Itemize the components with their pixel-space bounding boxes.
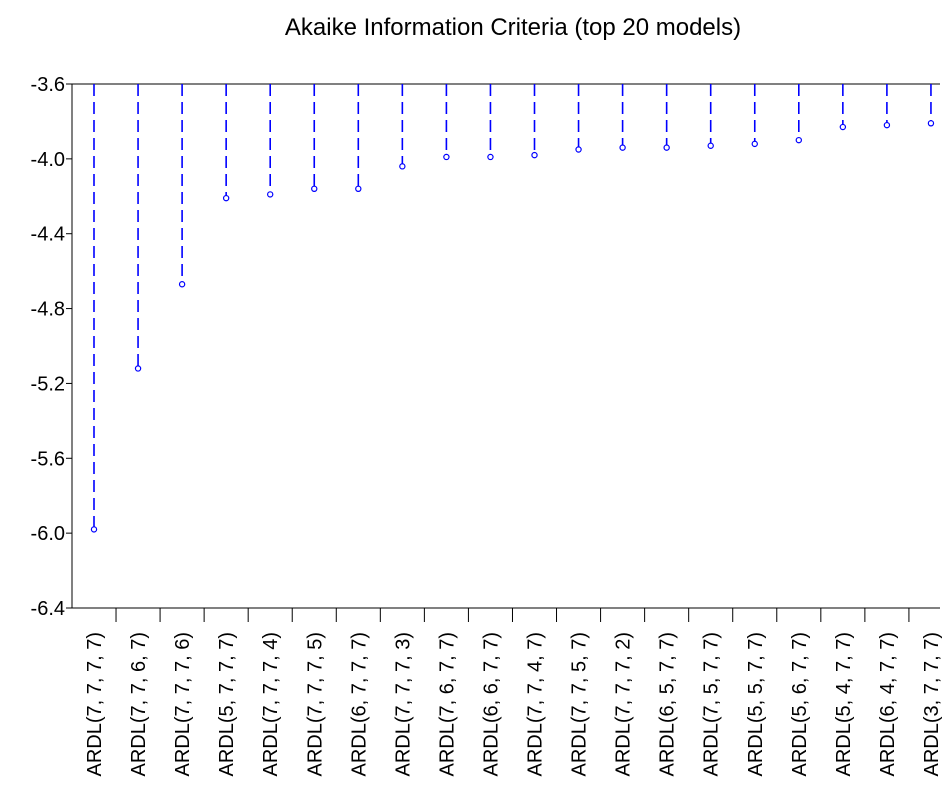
data-point xyxy=(267,191,274,198)
data-point xyxy=(927,120,935,127)
data-point xyxy=(443,153,450,161)
data-point xyxy=(222,194,230,202)
data-point xyxy=(311,185,318,192)
y-tick-label: -5.2 xyxy=(31,373,65,395)
y-tick-label: -4.4 xyxy=(31,224,65,246)
x-category-label: ARDL(7, 7, 7, 3) xyxy=(392,632,414,777)
x-category-label: ARDL(6, 5, 7, 7) xyxy=(657,632,679,777)
x-category-label: ARDL(5, 6, 7, 7) xyxy=(789,632,811,777)
data-point xyxy=(399,163,406,170)
x-category-label: ARDL(7, 7, 7, 2) xyxy=(613,632,635,777)
data-point xyxy=(355,185,362,192)
data-point xyxy=(487,153,494,161)
x-category-label: ARDL(7, 7, 4, 7) xyxy=(525,632,547,777)
data-point xyxy=(663,144,670,151)
data-point xyxy=(619,144,626,151)
chart-title: Akaike Information Criteria (top 20 mode… xyxy=(284,14,742,41)
y-tick-label: -6.4 xyxy=(31,598,65,620)
data-point xyxy=(839,123,847,131)
y-tick-label: -3.6 xyxy=(31,74,65,96)
data-point xyxy=(178,281,186,288)
x-category-label: ARDL(7, 7, 7, 4) xyxy=(260,632,282,777)
data-point xyxy=(531,151,538,159)
x-category-label: ARDL(7, 7, 5, 7) xyxy=(569,632,591,777)
x-category-label: ARDL(7, 7, 7, 7) xyxy=(84,632,106,777)
x-category-label: ARDL(5, 5, 7, 7) xyxy=(745,632,767,777)
y-tick-label: -4.8 xyxy=(31,299,65,321)
x-category-label: ARDL(6, 4, 7, 7) xyxy=(877,632,899,777)
x-category-label: ARDL(7, 6, 7, 7) xyxy=(436,632,458,777)
data-point xyxy=(134,365,142,372)
data-point xyxy=(751,140,758,148)
x-category-label: ARDL(3, 7, 7, 7) xyxy=(921,632,942,777)
y-tick-label: -4.0 xyxy=(31,149,65,171)
x-category-label: ARDL(7, 7, 7, 6) xyxy=(172,632,194,777)
x-category-label: ARDL(6, 6, 7, 7) xyxy=(480,632,502,777)
x-category-label: ARDL(5, 4, 7, 7) xyxy=(833,632,855,777)
x-category-label: ARDL(6, 7, 7, 7) xyxy=(348,632,370,777)
data-point xyxy=(707,142,714,149)
x-category-label: ARDL(7, 7, 6, 7) xyxy=(128,632,150,777)
x-category-label: ARDL(5, 7, 7, 7) xyxy=(216,632,238,777)
y-tick-label: -6.0 xyxy=(31,523,65,545)
data-point xyxy=(90,526,98,533)
data-point xyxy=(883,121,891,129)
x-category-label: ARDL(7, 7, 7, 5) xyxy=(304,632,326,777)
y-tick-label: -5.6 xyxy=(31,448,65,470)
data-point xyxy=(795,136,803,144)
data-point xyxy=(575,146,582,153)
x-category-label: ARDL(7, 5, 7, 7) xyxy=(701,632,723,777)
